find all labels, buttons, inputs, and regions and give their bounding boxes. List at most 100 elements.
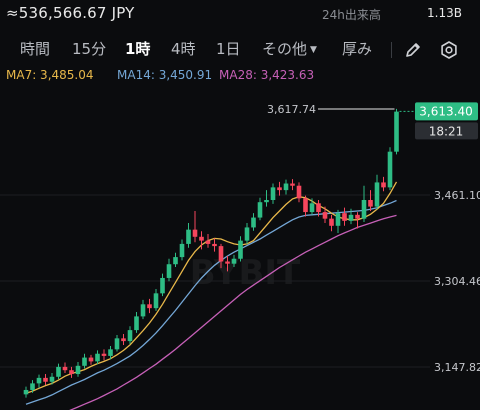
candle [296, 182, 302, 203]
candle [361, 185, 367, 222]
candle-body [303, 198, 308, 213]
candle-body [134, 316, 139, 331]
candle-body [283, 183, 289, 191]
candle-body [374, 182, 380, 207]
candle [303, 195, 308, 217]
candle [316, 199, 321, 217]
candle-body [238, 240, 243, 259]
interval-tabs: 時間 15分 1時 4時 1日 その他 ▼ 厚み [0, 38, 480, 62]
pencil-icon[interactable] [403, 40, 423, 60]
candle [127, 326, 133, 344]
candle-body [394, 111, 399, 152]
moving-average-legend: MA7: 3,485.04 MA14: 3,450.91 MA28: 3,423… [0, 68, 480, 84]
gear-icon[interactable] [439, 40, 459, 60]
candle-body [36, 377, 42, 384]
candle [56, 363, 61, 379]
candle [251, 213, 256, 231]
candle-body [368, 199, 373, 207]
candle [95, 350, 100, 365]
candle [218, 243, 224, 269]
volume-label: 24h出来高 [322, 8, 381, 22]
candle [166, 258, 172, 282]
candle [244, 223, 250, 244]
candle-body [101, 353, 107, 356]
candle-body [95, 353, 100, 362]
candle [186, 223, 191, 248]
candle [23, 386, 29, 398]
candle [88, 354, 94, 365]
candle-body [348, 214, 354, 221]
candle-body [381, 182, 386, 188]
tab-more[interactable]: その他 ▼ [262, 38, 317, 59]
candle [368, 190, 373, 211]
price-jpy: ≈536,566.67 JPY [6, 4, 135, 22]
candle [283, 179, 289, 195]
chart-grid [0, 194, 430, 368]
candle-body [121, 338, 126, 342]
candle-body [290, 183, 295, 186]
candle [36, 374, 42, 388]
price-markers: 3,617.74 3,613.40 18:21 [267, 102, 478, 140]
last-price-tag [415, 102, 478, 121]
candle-body [335, 213, 341, 226]
ma28-value: MA28: 3,423.63 [219, 68, 315, 82]
ma7-value: MA7: 3,485.04 [6, 68, 94, 82]
candle [374, 174, 380, 210]
candle-body [75, 365, 81, 375]
candle [335, 209, 341, 233]
tab-1d[interactable]: 1日 [216, 40, 241, 58]
candle [322, 206, 328, 224]
candle [101, 349, 107, 361]
candle [342, 207, 347, 226]
candle [231, 254, 237, 267]
candle [381, 176, 386, 192]
caret-down-icon: ▼ [310, 45, 317, 55]
candle-body [225, 261, 230, 264]
candle-body [160, 277, 165, 294]
candle [62, 362, 68, 373]
tab-4h[interactable]: 4時 [171, 40, 196, 58]
candle [153, 288, 159, 311]
candle [147, 298, 152, 314]
watermark-logo: BYBIT [190, 253, 301, 293]
candle-body [30, 383, 35, 390]
countdown-label: 18:21 [429, 124, 464, 138]
candle [394, 108, 399, 155]
candle-body [62, 366, 68, 371]
candle [49, 372, 55, 385]
tab-depth[interactable]: 厚み [342, 40, 373, 58]
candle-body [23, 389, 29, 395]
candle-body [251, 217, 256, 228]
candle-body [387, 151, 393, 188]
toolbar-divider [391, 42, 392, 58]
candle [192, 210, 198, 243]
candle-body [140, 304, 146, 317]
ma7-line [25, 181, 398, 394]
candle [173, 252, 178, 267]
price-axis: 3,461.10 3,304.46 3,147.82 [434, 189, 480, 374]
ma28-line [69, 214, 397, 410]
last-price-label: 3,613.40 [419, 104, 472, 118]
candle-body [212, 243, 217, 247]
tab-time[interactable]: 時間 [20, 40, 51, 58]
candle-body [205, 240, 211, 244]
candle [114, 335, 120, 352]
price-tick-label: 3,461.10 [434, 189, 480, 202]
candle-body [329, 218, 334, 226]
candle-body [153, 293, 159, 309]
price-chart[interactable]: BYBIT 3,461.103,304.463,147.82 3,617.74 3… [0, 84, 480, 410]
candle-body [49, 376, 55, 382]
candle-body [342, 213, 347, 221]
candle [264, 190, 269, 207]
candle [108, 346, 113, 360]
candle [348, 208, 354, 225]
candle-body [186, 229, 191, 244]
candle [290, 179, 295, 191]
tab-1h[interactable]: 1時 [125, 40, 151, 58]
candle [277, 181, 282, 196]
candle [134, 311, 139, 333]
candle-body [264, 199, 269, 203]
candle-body [296, 185, 302, 199]
candle [225, 255, 230, 272]
tab-15m[interactable]: 15分 [72, 40, 107, 58]
